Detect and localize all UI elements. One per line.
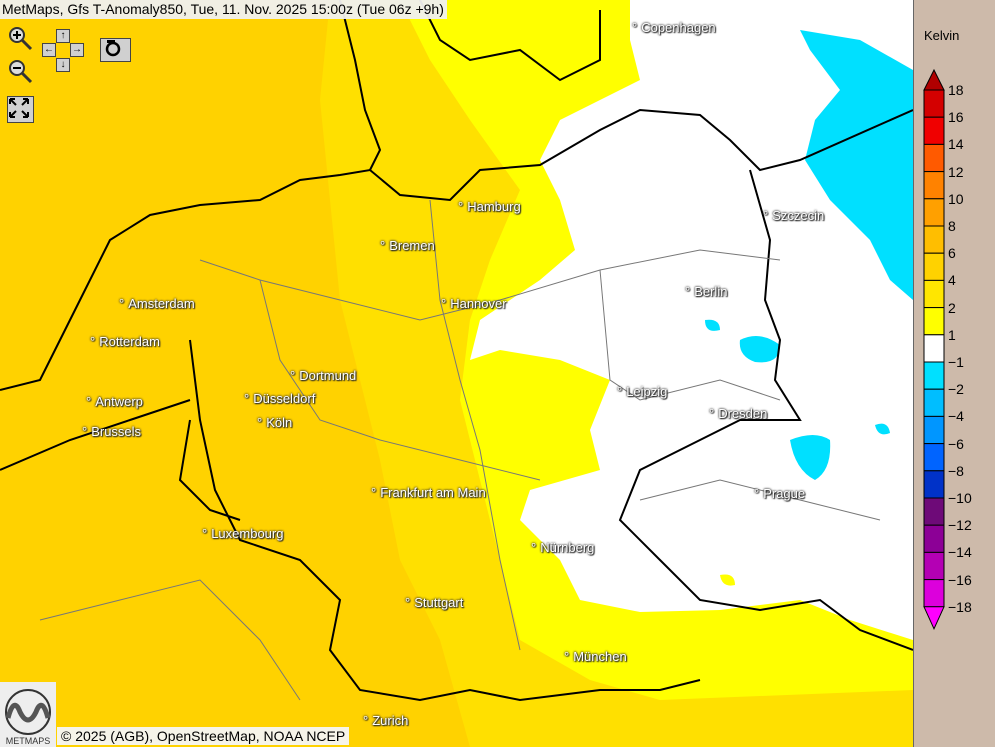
city-label: Copenhagen xyxy=(632,20,715,35)
legend-label: −4 xyxy=(948,408,964,425)
legend-label: −18 xyxy=(948,598,972,615)
legend-label: −6 xyxy=(948,435,964,452)
city-label: Leipzig xyxy=(617,384,667,399)
city-label: Szczecin xyxy=(763,208,824,223)
zoom-in-icon[interactable] xyxy=(7,25,33,51)
legend-swatch xyxy=(923,334,945,363)
legend-label: −16 xyxy=(948,571,972,588)
metmaps-logo: METMAPS xyxy=(0,682,56,747)
legend-swatch xyxy=(923,171,945,200)
city-label: Frankfurt am Main xyxy=(371,485,485,500)
legend-swatch xyxy=(923,198,945,227)
coastlines-borders xyxy=(0,0,913,702)
city-label: Dresden xyxy=(709,406,767,421)
city-label: Nürnberg xyxy=(531,540,594,555)
map-title: MetMaps, Gfs T-Anomaly850, Tue, 11. Nov.… xyxy=(0,0,447,19)
legend-swatch xyxy=(923,361,945,390)
pan-up-button[interactable]: ↑ xyxy=(56,29,70,43)
city-label: Amsterdam xyxy=(119,296,194,311)
attribution: © 2025 (AGB), OpenStreetMap, NOAA NCEP xyxy=(57,727,350,745)
legend-swatch xyxy=(923,551,945,581)
legend-label: 12 xyxy=(948,163,964,180)
legend-unit: Kelvin xyxy=(924,28,960,43)
legend-swatch xyxy=(923,388,945,417)
legend-label: 4 xyxy=(948,272,956,289)
city-label: Rotterdam xyxy=(90,334,160,349)
legend-swatch xyxy=(923,497,945,526)
legend-label: 16 xyxy=(948,109,964,126)
field-minus2 xyxy=(800,30,913,300)
expand-icon[interactable] xyxy=(7,96,34,123)
city-label: Berlin xyxy=(685,284,727,299)
legend-label: 18 xyxy=(948,82,964,98)
legend-swatch xyxy=(923,579,945,608)
city-label: Köln xyxy=(257,415,292,430)
legend-panel: Kelvin 18 16 14 12 10 8 6 4 2 1 −1 −2 −4 −6 −8 −10 −12 −1… xyxy=(913,0,995,747)
legend-label: 2 xyxy=(948,299,956,316)
anomaly-field xyxy=(0,0,913,747)
zoom-out-icon[interactable] xyxy=(7,58,33,84)
legend-label: −14 xyxy=(948,544,972,561)
legend-label: −8 xyxy=(948,462,964,479)
pan-left-button[interactable]: ← xyxy=(42,43,56,57)
legend-label: −2 xyxy=(948,381,964,398)
legend-swatch xyxy=(923,116,945,145)
legend-swatch xyxy=(923,68,945,91)
city-label: Stuttgart xyxy=(405,595,463,610)
legend-label: 8 xyxy=(948,218,956,234)
legend-swatch xyxy=(923,443,945,472)
legend-label: 6 xyxy=(948,245,956,262)
city-label: Dortmund xyxy=(290,368,356,383)
legend-label: −10 xyxy=(948,490,972,506)
legend-swatch xyxy=(923,415,945,445)
legend-swatch xyxy=(923,470,945,499)
color-scale xyxy=(923,68,945,631)
city-label: Bremen xyxy=(380,238,435,253)
legend-swatch xyxy=(923,252,945,281)
city-label: Hannover xyxy=(441,296,506,311)
legend-label: 1 xyxy=(948,326,956,343)
pan-right-button[interactable]: → xyxy=(70,43,84,57)
legend-swatch xyxy=(923,307,945,336)
legend-swatch xyxy=(923,143,945,173)
city-label: Prague xyxy=(754,486,805,501)
legend-swatch xyxy=(923,89,945,118)
legend-swatch xyxy=(923,606,945,631)
legend-label: 10 xyxy=(948,190,964,207)
city-label: Luxembourg xyxy=(202,526,283,541)
legend-swatch xyxy=(923,225,945,254)
city-label: Zurich xyxy=(363,713,408,728)
legend-swatch xyxy=(923,524,945,553)
city-label: Hamburg xyxy=(458,199,520,214)
pan-down-button[interactable]: ↓ xyxy=(56,58,70,72)
legend-label: 14 xyxy=(948,136,964,153)
city-label: Düsseldorf xyxy=(244,391,315,406)
city-label: München xyxy=(564,649,626,664)
camera-icon[interactable] xyxy=(100,38,131,62)
legend-label: −12 xyxy=(948,517,972,534)
city-label: Brussels xyxy=(82,424,141,439)
legend-swatch xyxy=(923,279,945,309)
svg-text:METMAPS: METMAPS xyxy=(6,736,51,746)
legend-label: −1 xyxy=(948,354,964,370)
city-label: Antwerp xyxy=(86,394,143,409)
map-canvas[interactable]: MetMaps, Gfs T-Anomaly850, Tue, 11. Nov.… xyxy=(0,0,913,747)
